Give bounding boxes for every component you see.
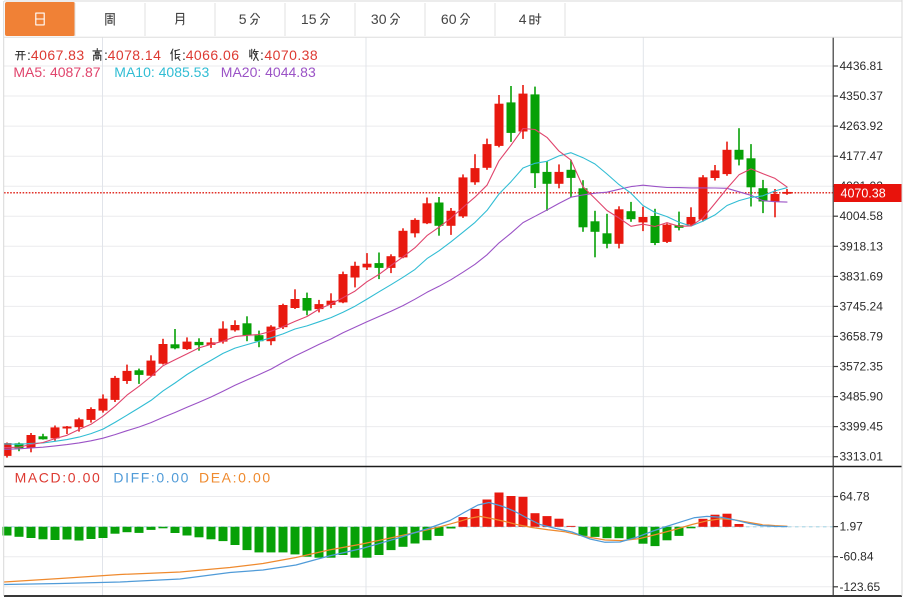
svg-text::: : xyxy=(182,47,186,63)
svg-text:4: 4 xyxy=(519,11,527,27)
svg-text:3745.24: 3745.24 xyxy=(840,299,884,313)
svg-text:4078.14: 4078.14 xyxy=(108,47,162,63)
svg-text:-60.84: -60.84 xyxy=(840,550,874,564)
svg-text:MA20: 4044.83: MA20: 4044.83 xyxy=(221,64,316,80)
svg-text:3313.01: 3313.01 xyxy=(840,450,884,464)
svg-text::: : xyxy=(260,47,264,63)
svg-text:3831.69: 3831.69 xyxy=(840,269,884,283)
svg-text:4070.38: 4070.38 xyxy=(264,47,318,63)
svg-text:MA5: 4087.87: MA5: 4087.87 xyxy=(13,64,100,80)
svg-text::: : xyxy=(27,47,31,63)
svg-text:4436.81: 4436.81 xyxy=(840,59,884,73)
svg-text:3918.13: 3918.13 xyxy=(840,239,884,253)
svg-text:5: 5 xyxy=(239,11,247,27)
svg-text:MA10: 4085.53: MA10: 4085.53 xyxy=(114,64,209,80)
svg-text:DEA:0.00: DEA:0.00 xyxy=(199,470,272,486)
svg-text:4067.83: 4067.83 xyxy=(31,47,85,63)
svg-text:-123.65: -123.65 xyxy=(840,580,881,594)
svg-text:4004.58: 4004.58 xyxy=(840,209,884,223)
svg-text:4263.92: 4263.92 xyxy=(840,119,884,133)
svg-text:3399.45: 3399.45 xyxy=(840,420,884,434)
svg-text:4066.06: 4066.06 xyxy=(186,47,240,63)
svg-text:4177.47: 4177.47 xyxy=(840,149,884,163)
svg-text:4070.38: 4070.38 xyxy=(841,187,886,201)
svg-text:DIFF:0.00: DIFF:0.00 xyxy=(113,470,190,486)
svg-text:1.97: 1.97 xyxy=(840,520,864,534)
svg-text:30: 30 xyxy=(371,11,387,27)
svg-text:60: 60 xyxy=(441,11,457,27)
svg-text:3572.35: 3572.35 xyxy=(840,360,884,374)
svg-text:3485.90: 3485.90 xyxy=(840,390,884,404)
svg-text::: : xyxy=(104,47,108,63)
svg-text:MACD:0.00: MACD:0.00 xyxy=(15,470,102,486)
svg-text:64.78: 64.78 xyxy=(840,490,870,504)
svg-text:15: 15 xyxy=(301,11,317,27)
svg-text:3658.79: 3658.79 xyxy=(840,329,884,343)
svg-text:4350.37: 4350.37 xyxy=(840,89,884,103)
